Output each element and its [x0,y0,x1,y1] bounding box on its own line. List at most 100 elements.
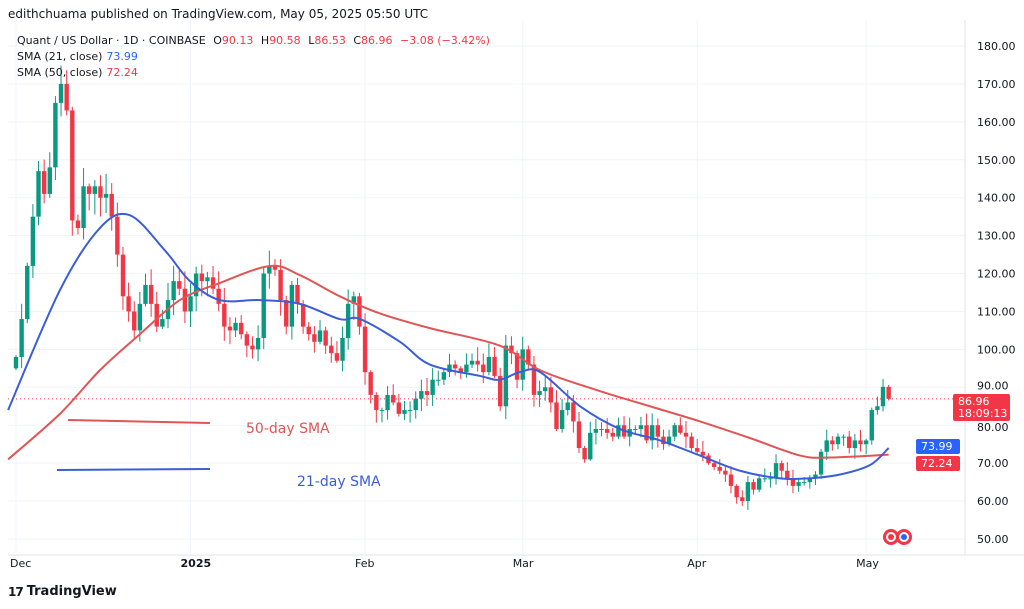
price-tag-countdown: 18:09:13 [958,407,1007,420]
candle-body [638,425,644,430]
candle-body [475,360,480,365]
candle-body [36,171,41,217]
close-label: C [353,34,362,47]
candle-body [571,402,576,422]
symbol-title[interactable]: Quant / US Dollar · 1D · COINBASE [17,34,206,47]
candle-body [177,281,182,289]
candle-body [103,193,109,198]
candle-body [796,482,801,486]
price-axis[interactable]: 50.00 60.00 70.00 80.00 90.00 100.00 110.00 120… [977,40,1016,546]
candle-body [272,265,278,270]
candle-body [695,447,700,452]
change-value: −3.08 (−3.42%) [400,34,490,47]
candle-body [250,345,255,350]
sma-21-value: 73.99 [106,50,138,63]
candle-body [447,364,452,373]
date-tick-label: Apr [687,557,707,570]
low-label: L [308,34,315,47]
candle-body [700,451,706,456]
candle-body [205,277,210,282]
sma-50-annotation-label: 50-day SMA [246,421,330,437]
sma-50-line [7,264,889,461]
candle-body [148,284,154,304]
candle-body [869,410,874,441]
candle-body [340,338,345,361]
sma-21-annotation-label: 21-day SMA [297,474,381,490]
sma-21-tag-value: 73.99 [921,440,953,453]
price-tag: 86.96 18:09:13 [953,394,1010,421]
candle-body [25,265,30,320]
sma-50-legend[interactable]: SMA (50, close) 72.24 [17,65,490,81]
price-tag-value: 86.96 [958,395,990,408]
sma-50-tag-value: 72.24 [921,457,953,470]
candle-body [300,303,306,327]
candle-body [576,421,582,448]
candle-body [554,402,559,430]
candle-body [464,364,469,373]
candle-body [723,470,728,475]
candle-body [188,296,193,312]
price-tick-label: 170.00 [977,78,1016,91]
candle-body [143,284,148,304]
candle-body [357,296,362,327]
candle-body [830,440,835,445]
candle-body [452,364,458,369]
symbol-row: Quant / US Dollar · 1D · COINBASE O90.13… [17,33,490,49]
price-tick-label: 120.00 [977,268,1016,281]
candle-body [19,319,24,357]
price-tick-label: 180.00 [977,40,1016,53]
sma-21-legend[interactable]: SMA (21, close) 73.99 [17,49,490,65]
close-value: 86.96 [361,34,393,47]
date-tick-label: May [856,557,879,570]
candle-body [160,319,165,327]
candle-body [841,436,846,438]
time-axis[interactable]: Dec 2025 Feb Mar Apr May [10,557,879,570]
candle-body [649,425,655,441]
candle-body [58,83,64,103]
candle-body [323,330,328,346]
candle-body [751,482,756,490]
date-tick-label: 2025 [181,557,212,570]
sma-21-annotation-line [56,468,211,471]
date-tick-label: Feb [355,557,374,570]
candle-body [514,353,520,380]
candle-body [745,482,751,502]
candle-body [64,83,69,111]
candle-body [289,284,295,327]
sma-50-value: 72.24 [106,66,138,79]
candle-body [171,281,176,301]
candle-body [847,436,852,448]
price-tick-label: 150.00 [977,154,1016,167]
candle-body [773,463,779,479]
candle-body [295,284,300,304]
price-tick-label: 80.00 [977,421,1009,434]
candle-body [368,372,373,395]
price-tick-label: 160.00 [977,116,1016,129]
candle-body [835,436,841,445]
candle-body [858,440,863,445]
candle-body [92,186,98,194]
candle-body [666,436,672,445]
candle-body [396,402,402,414]
flag-icon[interactable] [883,529,912,545]
candle-body [210,277,216,289]
candle-body [559,410,565,430]
candle-body [644,425,649,441]
candle-body [391,394,396,403]
candle-body [374,394,379,411]
candle-body [486,356,492,373]
candle-body [199,273,204,282]
high-value: 90.58 [269,34,301,47]
candle-body [756,478,762,490]
candle-body [717,466,722,471]
candle-body [768,478,773,480]
candle-body [734,485,739,498]
price-tick-label: 90.00 [977,379,1009,392]
candle-body [239,322,244,335]
candle-body [481,364,486,373]
tradingview-logo[interactable]: 17 TradingView [8,584,117,599]
price-tick-label: 110.00 [977,305,1016,318]
brand-name: TradingView [26,584,117,599]
grid-lines [8,20,1024,556]
